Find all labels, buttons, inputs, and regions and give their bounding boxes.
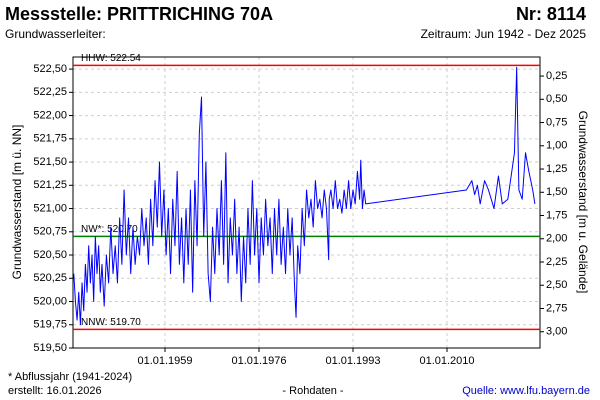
y-tick-label: 521,50	[33, 156, 67, 168]
source[interactable]: Quelle: www.lfu.bayern.de	[462, 385, 590, 397]
y2-tick-label: 3,00	[546, 326, 567, 338]
y-tick-label: 520,00	[33, 295, 67, 307]
y2-tick-label: 2,75	[546, 302, 567, 314]
aquifer: Grundwasserleiter:	[5, 27, 106, 41]
chart-title: Messstelle: PRITTRICHING 70A	[5, 4, 273, 24]
y2-tick-label: 1,50	[546, 186, 567, 198]
reference-label: NNW: 519.70	[81, 317, 141, 328]
y-tick-label: 522,25	[33, 86, 67, 98]
y-tick-label: 519,75	[33, 319, 67, 331]
y-tick-label: 521,25	[33, 179, 67, 191]
y-tick-label: 520,25	[33, 272, 67, 284]
created-date: erstellt: 16.01.2026	[8, 385, 102, 397]
y2-tick-label: 1,25	[546, 163, 567, 175]
y2-tick-label: 2,50	[546, 279, 567, 291]
data-note: - Rohdaten -	[282, 385, 343, 397]
data-line	[73, 66, 536, 326]
plot-frame	[72, 56, 541, 349]
x-tick-label: 01.01.1976	[231, 355, 286, 367]
x-tick-label: 01.01.1959	[137, 355, 192, 367]
x-tick-label: 01.01.1993	[325, 355, 380, 367]
reference-label: NW*: 520.70	[81, 224, 138, 235]
y-tick-label: 520,75	[33, 226, 67, 238]
y2-tick-label: 1,00	[546, 140, 567, 152]
y-tick-label: 522,50	[33, 63, 67, 75]
y2-tick-label: 1,75	[546, 209, 567, 221]
y-tick-label: 522,00	[33, 109, 67, 121]
y2-tick-label: 0,50	[546, 93, 567, 105]
y-tick-label: 521,75	[33, 133, 67, 145]
y-tick-label: 519,50	[33, 342, 67, 354]
y2-axis-label: Grundwasserstand [m u. Gelände]	[576, 111, 590, 294]
y-axis-label: Grundwasserstand [m ü. NN]	[10, 125, 24, 280]
y2-tick-label: 0,25	[546, 70, 567, 82]
y-tick-label: 521,00	[33, 202, 67, 214]
footnote: * Abflussjahr (1941-2024)	[8, 371, 132, 383]
station-number: Nr: 8114	[516, 4, 586, 24]
period: Zeitraum: Jun 1942 - Dez 2025	[421, 27, 587, 41]
y2-tick-label: 2,25	[546, 256, 567, 268]
y2-tick-label: 2,00	[546, 233, 567, 245]
y-tick-label: 520,50	[33, 249, 67, 261]
y2-tick-label: 0,75	[546, 116, 567, 128]
x-tick-label: 01.01.2010	[419, 355, 474, 367]
reference-label: HHW: 522.54	[81, 53, 141, 64]
